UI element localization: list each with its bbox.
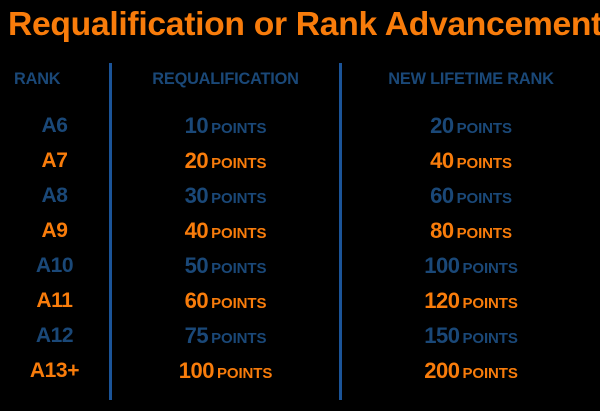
requalification-unit: POINTS (211, 190, 267, 207)
page-title: Requalification or Rank Advancement (8, 5, 600, 42)
cell-new-lifetime-rank: 20 POINTS (342, 108, 600, 143)
cell-rank: A11 (36, 289, 73, 312)
cell-requalification: 75 POINTS (112, 318, 339, 353)
new-lifetime-rank-unit: POINTS (462, 330, 518, 347)
requalification-value: 20 (184, 148, 209, 173)
cell-rank: A7 (41, 149, 68, 172)
table-row: A6 10 POINTS 20 POINTS (0, 108, 600, 143)
cell-requalification: 50 POINTS (112, 248, 339, 283)
requalification-unit: POINTS (211, 330, 267, 347)
new-lifetime-rank-unit: POINTS (462, 295, 518, 312)
cell-requalification: 40 POINTS (112, 213, 339, 248)
cell-new-lifetime-rank: 150 POINTS (342, 318, 600, 353)
cell-rank: A12 (35, 324, 74, 347)
requalification-value: 10 (184, 113, 209, 138)
new-lifetime-rank-unit: POINTS (462, 260, 518, 277)
table-row: A11 60 POINTS 120 POINTS (0, 283, 600, 318)
requalification-value: 75 (184, 323, 209, 348)
cell-requalification: 10 POINTS (112, 108, 339, 143)
new-lifetime-rank-value: 200 (424, 358, 460, 383)
cell-new-lifetime-rank: 200 POINTS (342, 353, 600, 388)
new-lifetime-rank-value: 40 (430, 148, 454, 173)
cell-requalification: 60 POINTS (112, 283, 339, 318)
requalification-value: 40 (184, 218, 209, 243)
column-header-requalification: REQUALIFICATION (152, 69, 299, 88)
table-body: A6 10 POINTS 20 POINTS A7 20 POINTS 40 POINTS A8 30… (0, 108, 600, 388)
cell-rank: A6 (41, 114, 68, 137)
table-row: A8 30 POINTS 60 POINTS (0, 178, 600, 213)
column-header-new-lifetime-rank: NEW LIFETIME RANK (388, 69, 554, 88)
cell-new-lifetime-rank: 60 POINTS (342, 178, 600, 213)
new-lifetime-rank-value: 20 (430, 113, 454, 138)
new-lifetime-rank-value: 100 (424, 253, 460, 278)
table-row: A12 75 POINTS 150 POINTS (0, 318, 600, 353)
requalification-unit: POINTS (211, 295, 267, 312)
new-lifetime-rank-unit: POINTS (456, 225, 512, 242)
table-row: A10 50 POINTS 100 POINTS (0, 248, 600, 283)
new-lifetime-rank-value: 150 (424, 323, 460, 348)
table-row: A7 20 POINTS 40 POINTS (0, 143, 600, 178)
cell-new-lifetime-rank: 80 POINTS (342, 213, 600, 248)
new-lifetime-rank-unit: POINTS (462, 365, 518, 382)
column-header-rank: RANK (14, 69, 61, 88)
new-lifetime-rank-value: 60 (430, 183, 454, 208)
new-lifetime-rank-unit: POINTS (456, 155, 512, 172)
new-lifetime-rank-value: 80 (430, 218, 454, 243)
requalification-value: 50 (184, 253, 209, 278)
table-row: A13+ 100 POINTS 200 POINTS (0, 353, 600, 388)
requalification-value: 100 (178, 358, 215, 383)
table-row: A9 40 POINTS 80 POINTS (0, 213, 600, 248)
requalification-unit: POINTS (211, 120, 267, 137)
rank-table: RANK REQUALIFICATION NEW LIFETIME RANK A… (0, 56, 600, 406)
cell-requalification: 100 POINTS (112, 353, 339, 388)
new-lifetime-rank-unit: POINTS (456, 190, 512, 207)
new-lifetime-rank-value: 120 (424, 288, 460, 313)
cell-rank: A13+ (29, 359, 80, 382)
column-divider-1 (109, 63, 112, 400)
cell-rank: A9 (41, 219, 68, 242)
cell-new-lifetime-rank: 100 POINTS (342, 248, 600, 283)
cell-requalification: 30 POINTS (112, 178, 339, 213)
requalification-unit: POINTS (211, 155, 267, 172)
requalification-unit: POINTS (216, 365, 273, 382)
cell-requalification: 20 POINTS (112, 143, 339, 178)
requalification-unit: POINTS (211, 260, 267, 277)
table-header-row: RANK REQUALIFICATION NEW LIFETIME RANK (0, 56, 600, 102)
requalification-value: 30 (184, 183, 209, 208)
cell-rank: A8 (41, 184, 68, 207)
requalification-value: 60 (184, 288, 209, 313)
new-lifetime-rank-unit: POINTS (456, 120, 512, 137)
cell-new-lifetime-rank: 120 POINTS (342, 283, 600, 318)
column-divider-2 (339, 63, 342, 400)
requalification-unit: POINTS (211, 225, 267, 242)
cell-new-lifetime-rank: 40 POINTS (342, 143, 600, 178)
cell-rank: A10 (35, 254, 74, 277)
